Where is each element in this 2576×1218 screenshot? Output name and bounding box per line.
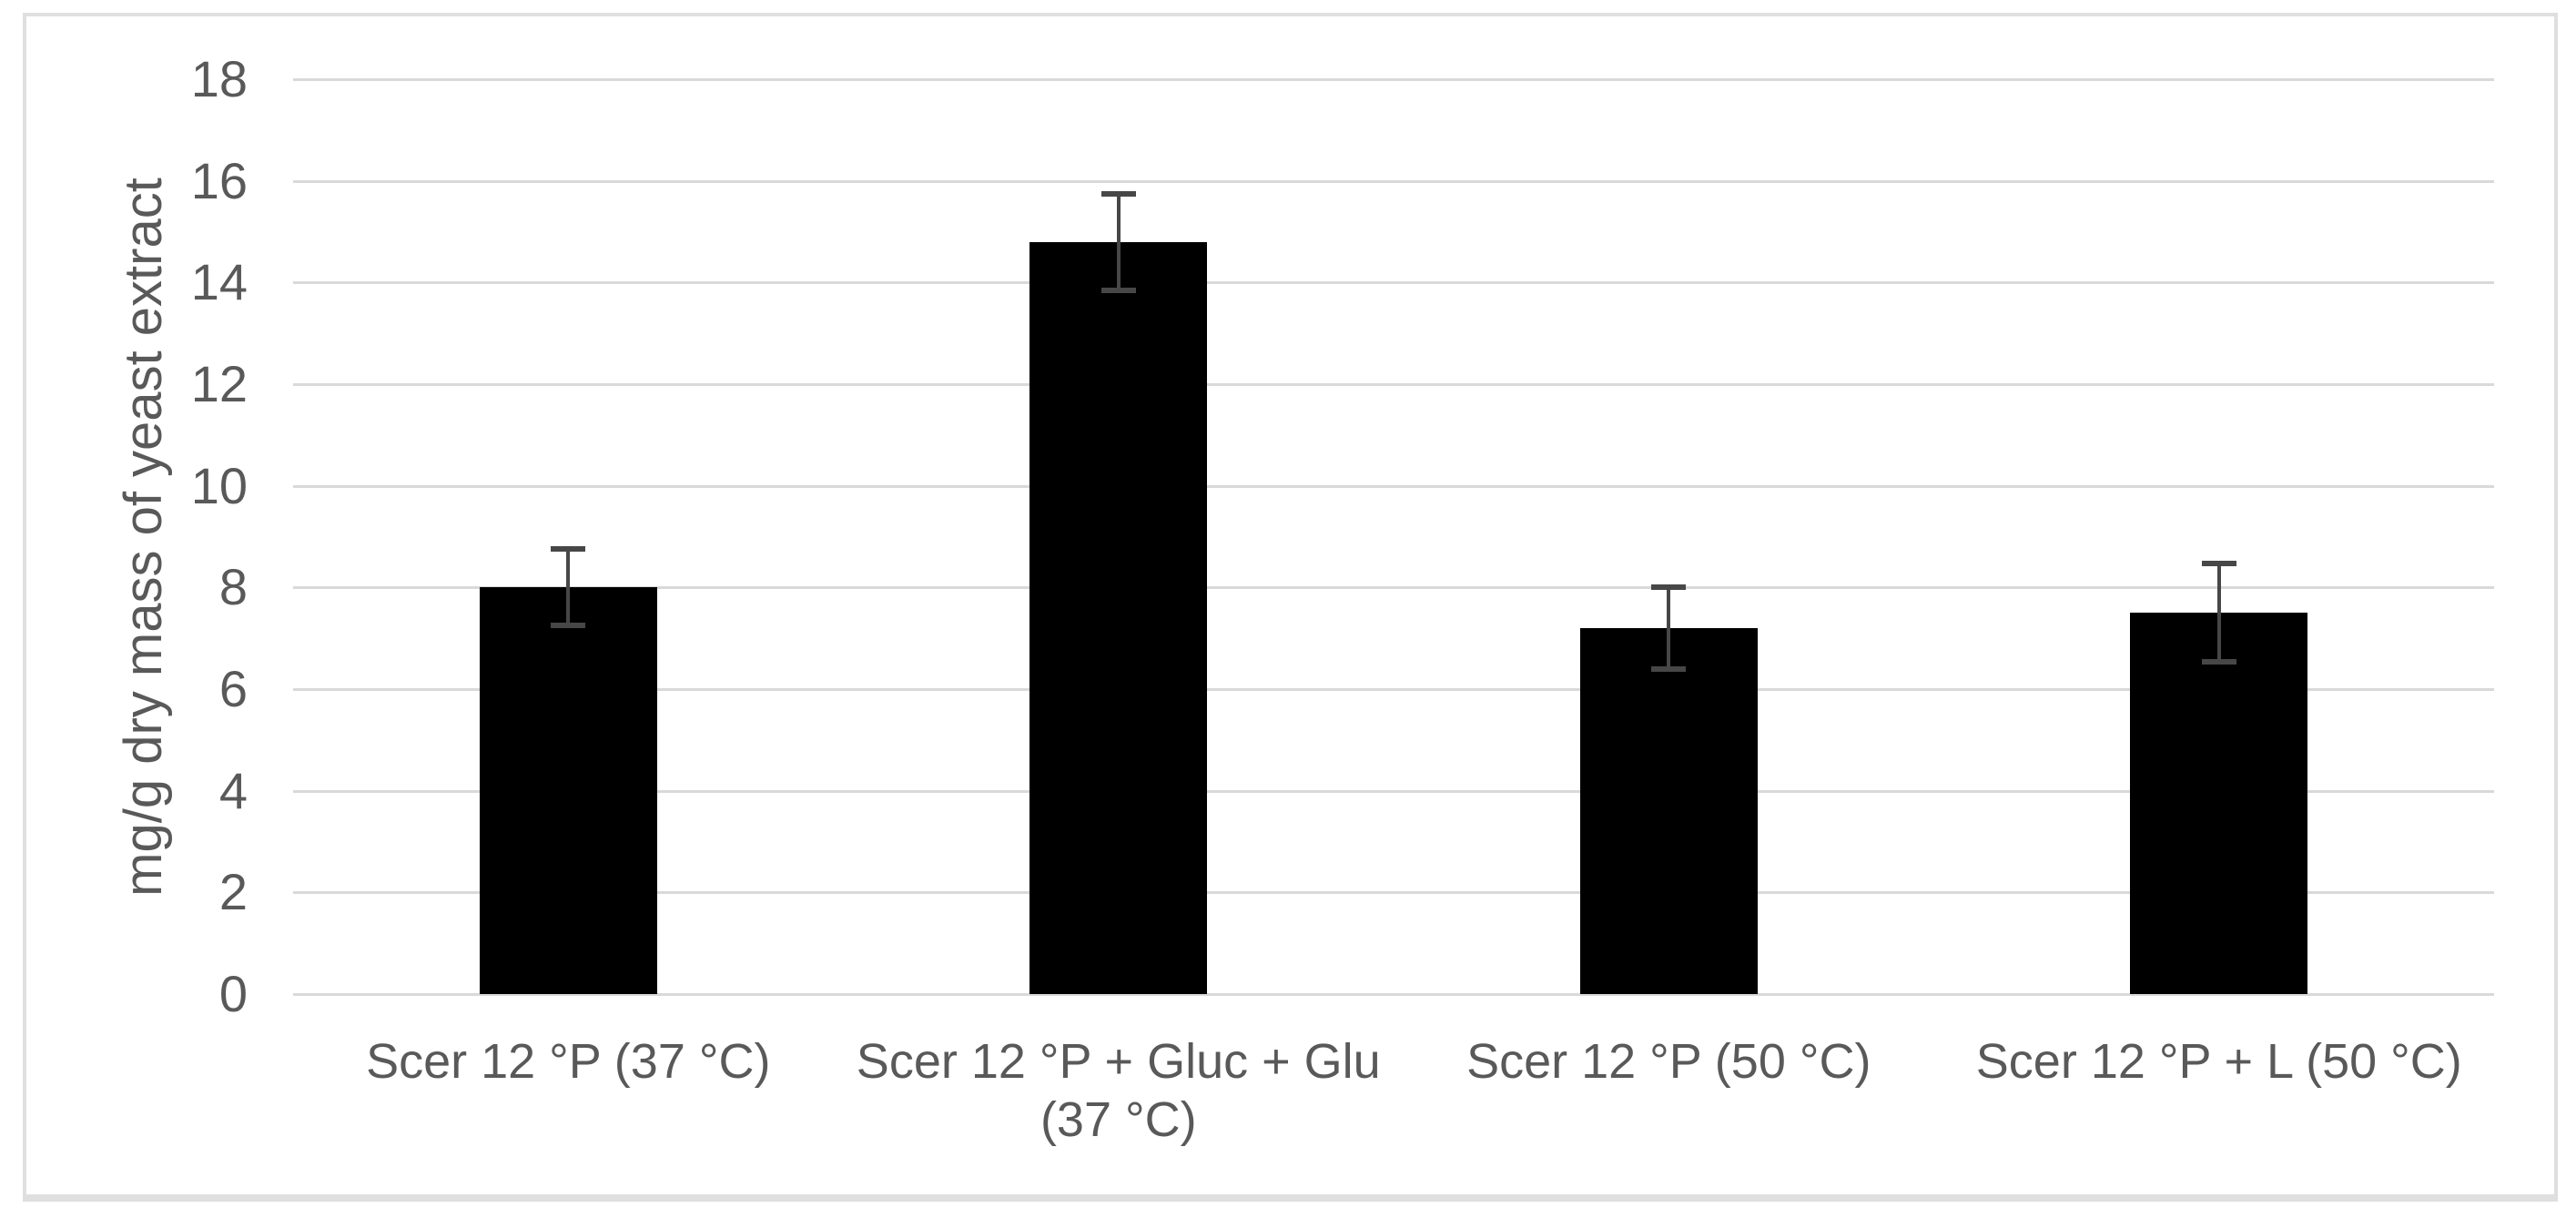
error-bar-cap-top — [551, 546, 586, 553]
chart-border-frame — [23, 13, 2558, 1202]
x-category-label-line: (37 °C) — [1040, 1092, 1197, 1147]
error-bar-stem — [566, 549, 571, 626]
error-bar-cap-top — [1100, 190, 1136, 197]
error-bar-stem — [2216, 563, 2221, 663]
x-category-label: Scer 12 °P + L (50 °C) — [1919, 1032, 2520, 1091]
bar — [479, 587, 657, 994]
y-tick-label: 0 — [218, 965, 248, 1022]
y-tick-label: 4 — [218, 761, 248, 819]
bar — [1029, 241, 1208, 994]
x-category-label-line: Scer 12 °P (50 °C) — [1466, 1034, 1871, 1089]
x-category-label-line: Scer 12 °P + Gluc + Glu — [856, 1034, 1381, 1089]
error-bar-stem — [1667, 587, 1671, 669]
gridline — [293, 586, 2494, 590]
y-tick-label: 18 — [190, 50, 248, 107]
y-tick-label: 14 — [190, 253, 248, 311]
gridline — [293, 789, 2494, 793]
y-tick-label: 8 — [218, 558, 248, 616]
bar — [2130, 613, 2308, 994]
gridline — [293, 891, 2494, 895]
x-category-label: Scer 12 °P (37 °C) — [268, 1032, 868, 1091]
y-tick-label: 12 — [190, 355, 248, 412]
x-category-label: Scer 12 °P + Gluc + Glu (37 °C) — [818, 1032, 1419, 1149]
x-category-label: Scer 12 °P (50 °C) — [1368, 1032, 1969, 1091]
bar — [1579, 628, 1758, 994]
gridline — [293, 179, 2494, 183]
error-bar-stem — [1116, 193, 1121, 290]
x-category-label-line: Scer 12 °P (37 °C) — [366, 1034, 771, 1089]
error-bar-cap-bottom — [1100, 287, 1136, 293]
y-tick-label: 10 — [190, 456, 248, 514]
x-category-label-line: Scer 12 °P + L (50 °C) — [1975, 1034, 2462, 1089]
error-bar-cap-top — [2201, 561, 2236, 567]
error-bar-cap-top — [1651, 584, 1687, 591]
gridline — [293, 993, 2494, 996]
gridline — [293, 383, 2494, 386]
gridline — [293, 281, 2494, 285]
y-tick-label: 16 — [190, 151, 248, 209]
error-bar-cap-bottom — [551, 623, 586, 629]
y-tick-label: 6 — [218, 660, 248, 717]
y-tick-label: 2 — [218, 863, 248, 921]
gridline — [293, 688, 2494, 691]
error-bar-cap-bottom — [2201, 659, 2236, 665]
gridline — [293, 78, 2494, 81]
gridline — [293, 484, 2494, 488]
error-bar-cap-bottom — [1651, 665, 1687, 672]
